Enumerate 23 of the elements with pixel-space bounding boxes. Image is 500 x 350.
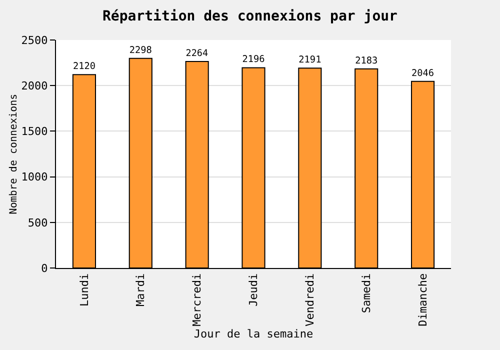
data-label: 2183 (355, 55, 378, 66)
x-tick-label: Dimanche (416, 273, 430, 326)
y-tick-label: 2000 (21, 79, 48, 92)
y-tick-label: 1000 (21, 170, 48, 184)
data-label: 2196 (242, 54, 266, 66)
data-label: 2264 (186, 48, 208, 59)
x-tick-label: Samedi (360, 273, 373, 314)
data-label: 2120 (72, 61, 96, 72)
y-axis-title: Nombre de connexions (8, 94, 20, 214)
x-tick-label: Mercredi (190, 273, 204, 326)
y-tick-label: 500 (28, 216, 48, 230)
y-tick-label: 1500 (21, 125, 48, 138)
data-label: 2298 (129, 44, 152, 56)
y-tick-label: 0 (41, 262, 48, 275)
x-tick-label: Jeudi (247, 273, 260, 307)
x-tick-label: Lundi (78, 273, 91, 307)
y-tick-label: 2500 (21, 34, 48, 47)
data-label: 2046 (412, 68, 434, 79)
chart-title: Répartition des connexions par jour (102, 8, 398, 24)
data-label: 2191 (298, 54, 322, 66)
x-tick-label: Vendredi (304, 273, 317, 326)
x-axis-title: Jour de la semaine (194, 328, 314, 341)
x-tick-label: Mardi (134, 273, 148, 307)
